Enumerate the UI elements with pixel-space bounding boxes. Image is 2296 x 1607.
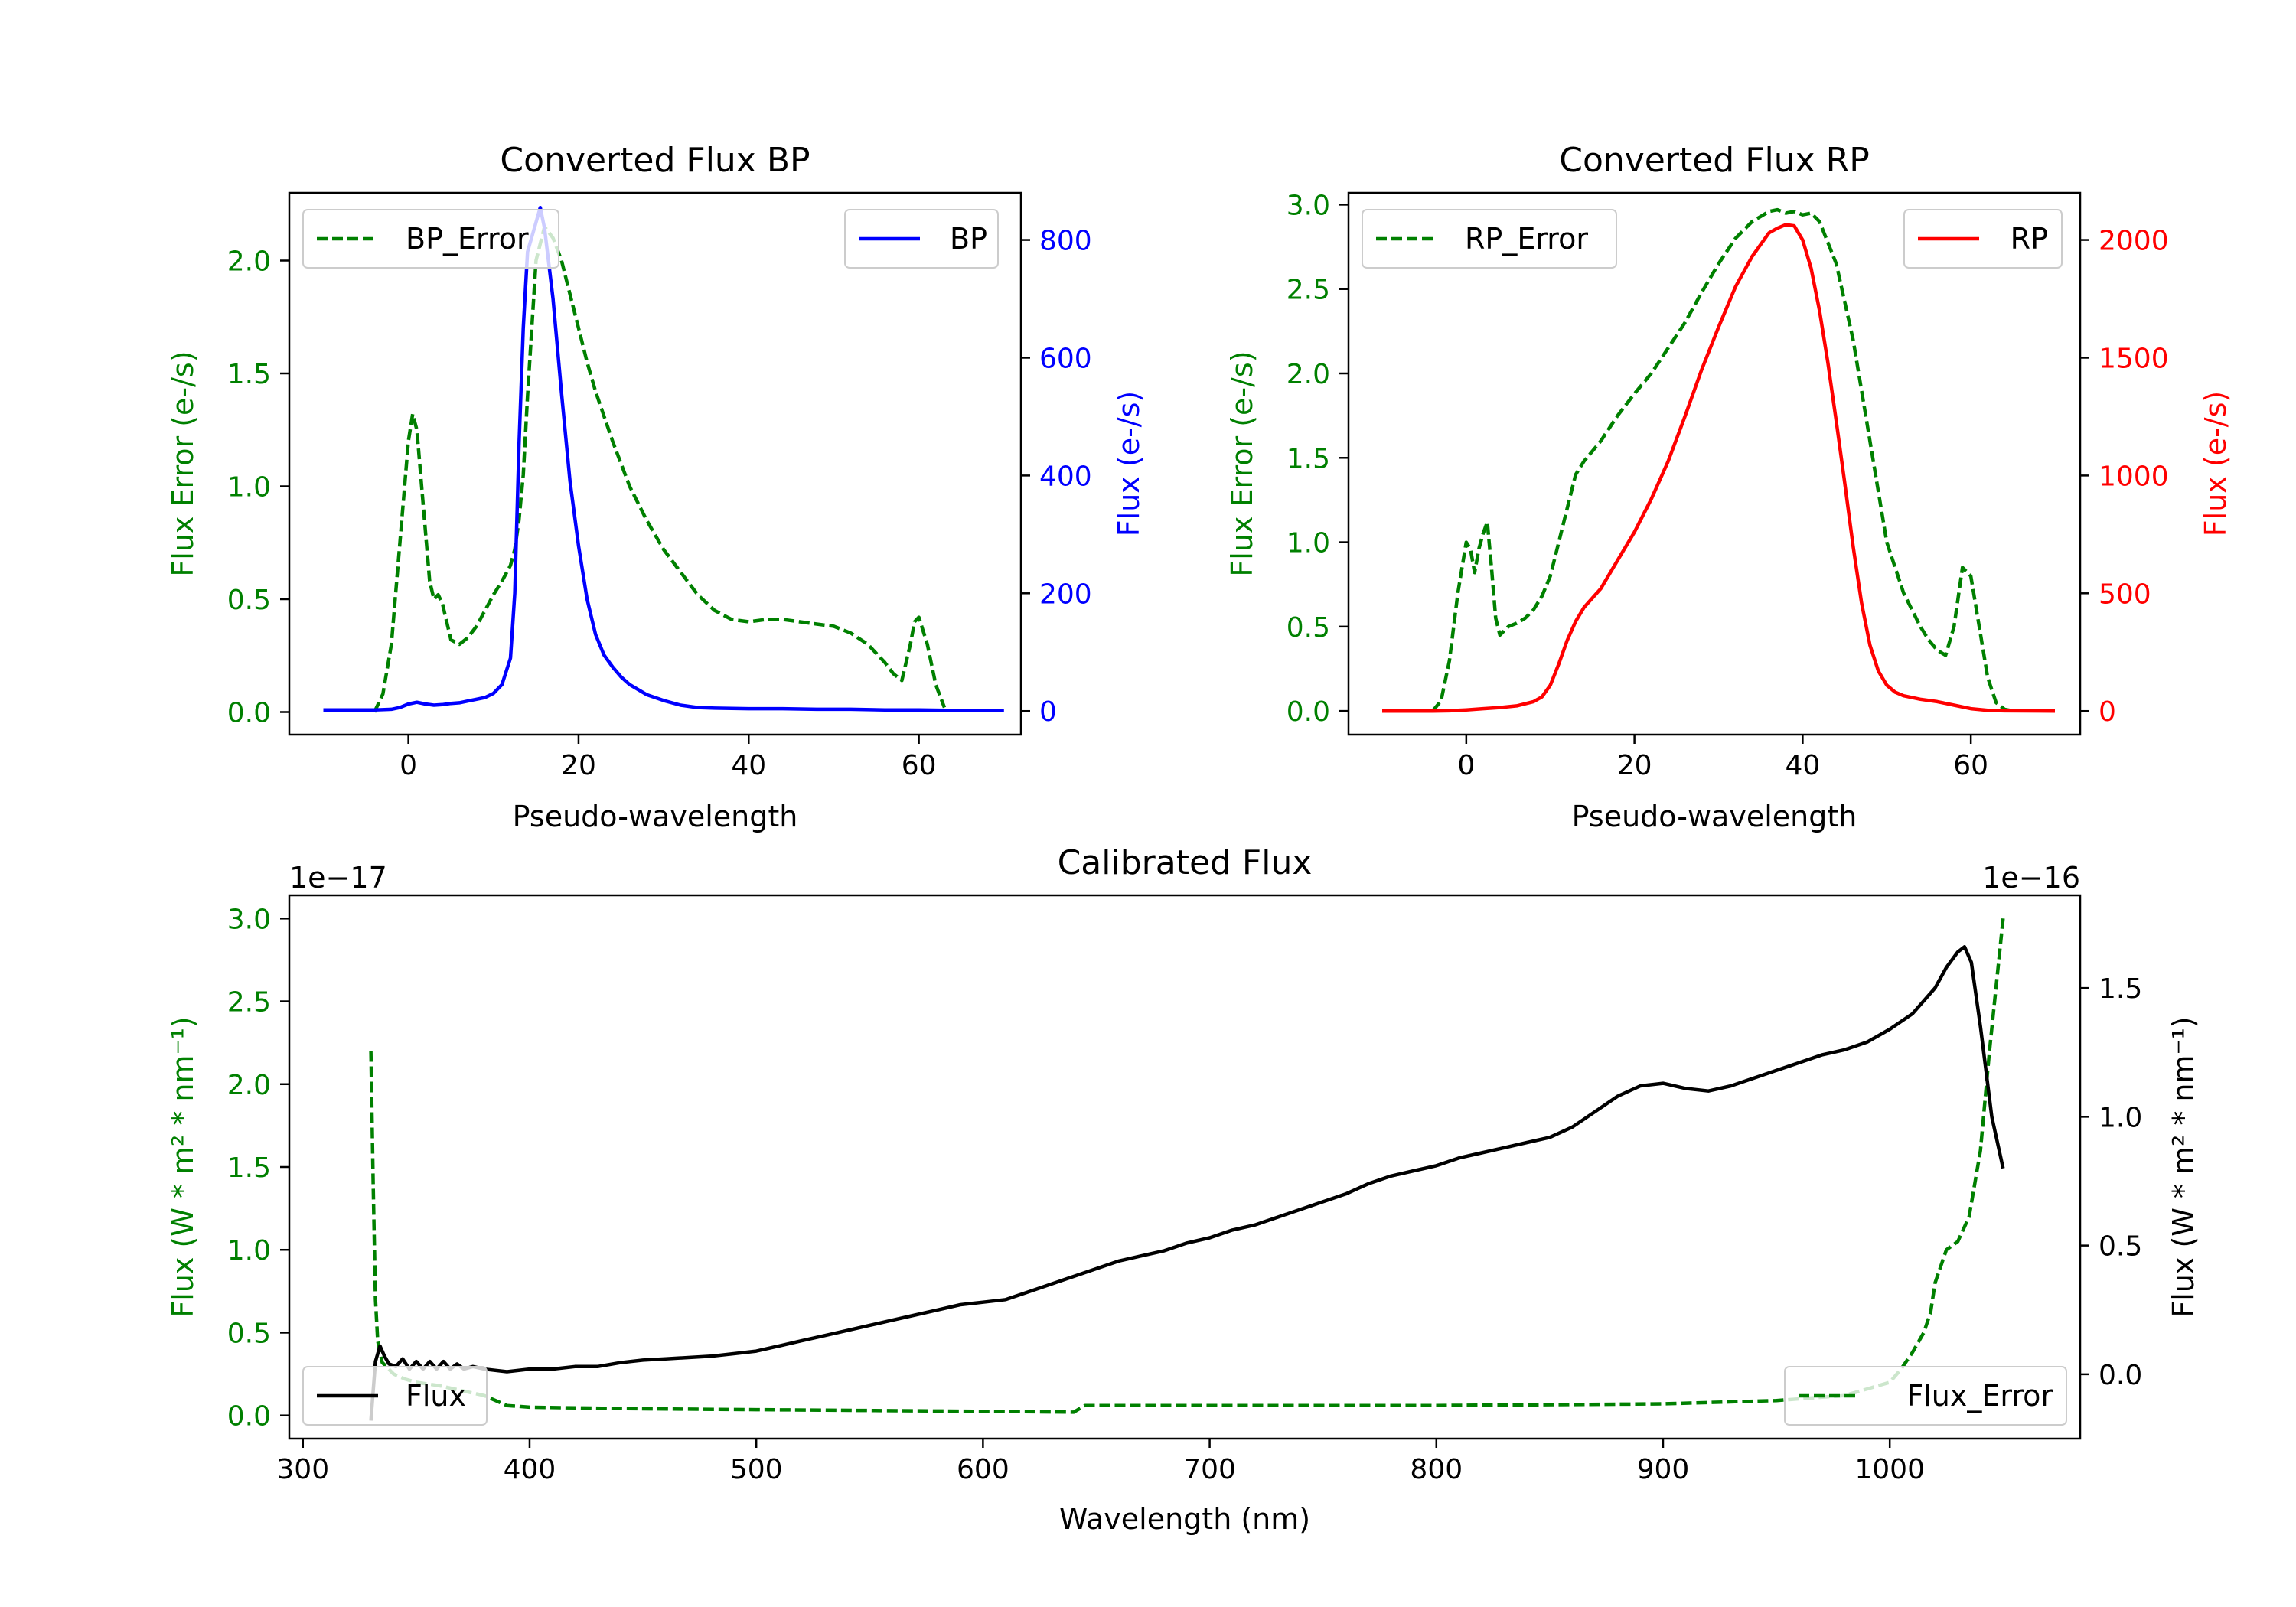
bp-xtick-label: 60 (902, 750, 937, 781)
flux-error-legend: Flux_Error (1784, 1366, 2067, 1426)
rp-xtick-label: 0 (1457, 750, 1475, 781)
bp-ytick-left-label: 0.0 (227, 698, 271, 729)
calibrated-xtick-label: 900 (1637, 1454, 1690, 1485)
rp-xtick-label: 60 (1953, 750, 1988, 781)
calibrated-xtick-label: 1000 (1854, 1454, 1925, 1485)
rp-ytick-left-label: 1.5 (1287, 443, 1330, 474)
calibrated-offset-left: 1e−17 (289, 861, 387, 895)
rp-ytick-right-label: 500 (2099, 579, 2151, 610)
calibrated-xtick-label: 400 (504, 1454, 556, 1485)
calibrated-ylabel-left: Flux (W * m² * nm⁻¹) (166, 1016, 200, 1317)
bp-xlabel: Pseudo-wavelength (513, 800, 798, 833)
calibrated-ytick-right-label: 1.0 (2099, 1102, 2142, 1133)
flux-error-series-line (369, 918, 2005, 1414)
bp-ytick-right-label: 0 (1039, 696, 1057, 728)
rp-title: Converted Flux RP (1559, 141, 1870, 180)
calibrated-xtick-label: 700 (1183, 1454, 1236, 1485)
calibrated-ytick-left-label: 3.0 (227, 904, 271, 935)
calibrated-ytick-left-label: 0.5 (227, 1318, 271, 1349)
rp-ylabel-right: Flux (e-/s) (2199, 391, 2232, 536)
rp-ytick-left-label: 3.0 (1287, 190, 1330, 221)
bp-error-series-line (373, 225, 947, 713)
bp-ytick-right-label: 800 (1039, 226, 1092, 257)
rp-legend: RP (1903, 209, 2063, 269)
rp-xtick-label: 40 (1785, 750, 1820, 781)
calibrated-ylabel-right: Flux (W * m² * nm⁻¹) (2167, 1016, 2200, 1317)
rp-error-series-line (1431, 207, 2014, 713)
bp-ylabel-left: Flux Error (e-/s) (166, 350, 200, 576)
bp-ylabel-right: Flux (e-/s) (1112, 391, 1146, 536)
bp-legend-label: BP (950, 222, 987, 256)
rp-ylabel-left: Flux Error (e-/s) (1225, 350, 1259, 576)
bp-ytick-left-label: 1.5 (227, 359, 271, 390)
calibrated-ytick-right-label: 0.5 (2099, 1231, 2142, 1263)
bp-xtick-label: 20 (561, 750, 596, 781)
rp-error-legend: RP_Error (1362, 209, 1617, 269)
bp-ytick-right-label: 600 (1039, 343, 1092, 374)
flux-legend-label: Flux (406, 1379, 466, 1413)
rp-ytick-left-label: 0.0 (1287, 696, 1330, 728)
bp-ytick-left-label: 2.0 (227, 246, 271, 278)
calibrated-ytick-left-label: 1.0 (227, 1235, 271, 1266)
calibrated-xtick-label: 800 (1410, 1454, 1463, 1485)
calibrated-xlabel: Wavelength (nm) (1059, 1502, 1310, 1536)
bp-flux-series-line (323, 205, 1004, 712)
bp-subplot: 0 20 40 60 0.0 0.5 1.0 1.5 2.0 0 200 400 600 800 Conv… (166, 141, 1146, 833)
bp-ytick-left-label: 1.0 (227, 472, 271, 504)
bp-ytick-left-label: 0.5 (227, 585, 271, 616)
flux-error-legend-label: Flux_Error (1906, 1379, 2053, 1413)
rp-xtick-label: 20 (1617, 750, 1652, 781)
rp-ytick-left-label: 2.5 (1287, 275, 1330, 306)
flux-legend: Flux (302, 1366, 488, 1426)
rp-ytick-right-label: 1500 (2099, 343, 2169, 374)
bp-legend: BP (844, 209, 999, 269)
calibrated-xtick-label: 300 (276, 1454, 329, 1485)
rp-ytick-left-label: 2.0 (1287, 359, 1330, 390)
calibrated-xtick-label: 600 (957, 1454, 1009, 1485)
rp-xlabel: Pseudo-wavelength (1572, 800, 1857, 833)
flux-series-line (369, 945, 2005, 1421)
calibrated-ytick-left-label: 2.0 (227, 1070, 271, 1101)
rp-subplot: 0 20 40 60 0.0 0.5 1.0 1.5 2.0 2.5 3.0 0 500 1000 1500… (1225, 141, 2232, 833)
calibrated-subplot: 300 400 500 600 700 800 900 1000 0.0 0.5 1.0 1.5 2.0… (166, 843, 2200, 1536)
bp-ytick-right-label: 400 (1039, 461, 1092, 492)
rp-ytick-right-label: 0 (2099, 696, 2116, 728)
bp-error-legend: BP_Error (302, 209, 559, 269)
bp-title: Converted Flux BP (500, 141, 810, 180)
calibrated-ytick-left-label: 0.0 (227, 1401, 271, 1433)
calibrated-offset-right: 1e−16 (1982, 861, 2080, 895)
calibrated-title: Calibrated Flux (1058, 843, 1313, 882)
rp-legend-label: RP (2011, 222, 2048, 256)
rp-ytick-right-label: 1000 (2099, 461, 2169, 492)
bp-xtick-label: 40 (731, 750, 766, 781)
calibrated-xtick-label: 500 (730, 1454, 783, 1485)
bp-ytick-right-label: 200 (1039, 579, 1092, 610)
rp-error-legend-label: RP_Error (1465, 222, 1588, 256)
calibrated-ytick-left-label: 2.5 (227, 987, 271, 1019)
calibrated-ytick-right-label: 0.0 (2099, 1360, 2142, 1391)
calibrated-ytick-left-label: 1.5 (227, 1152, 271, 1184)
calibrated-ytick-right-label: 1.5 (2099, 973, 2142, 1005)
rp-ytick-left-label: 0.5 (1287, 612, 1330, 644)
rp-flux-series-line (1382, 223, 2056, 713)
rp-ytick-left-label: 1.0 (1287, 528, 1330, 559)
bp-xtick-label: 0 (400, 750, 417, 781)
bp-error-legend-label: BP_Error (406, 222, 529, 256)
rp-ytick-right-label: 2000 (2099, 226, 2169, 257)
